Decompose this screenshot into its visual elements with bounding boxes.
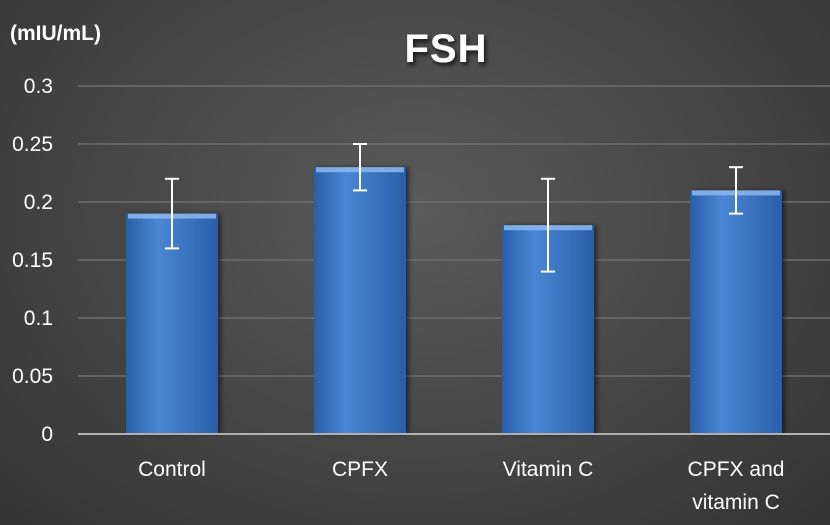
y-axis-ticks: 0 0.05 0.1 0.15 0.2 0.25 0.3 bbox=[12, 75, 53, 446]
chart-title: FSH bbox=[405, 27, 488, 71]
y-tick-label: 0.1 bbox=[24, 307, 53, 330]
x-category-label: Vitamin C bbox=[503, 458, 594, 481]
error-bars bbox=[165, 143, 743, 273]
y-tick-label: 0.3 bbox=[24, 75, 53, 98]
y-tick-label: 0.2 bbox=[24, 191, 53, 214]
bar bbox=[314, 167, 406, 434]
y-unit-label: (mIU/mL) bbox=[10, 22, 101, 45]
y-tick-label: 0 bbox=[41, 423, 53, 446]
x-category-label: CPFX bbox=[332, 458, 388, 481]
bar bbox=[690, 190, 782, 434]
y-tick-label: 0.05 bbox=[12, 365, 53, 388]
x-category-label: CPFX and bbox=[688, 458, 785, 481]
y-tick-label: 0.25 bbox=[12, 133, 53, 156]
bar bbox=[126, 213, 218, 434]
x-category-label: Control bbox=[138, 458, 206, 481]
x-category-label: vitamin C bbox=[692, 491, 780, 514]
y-tick-label: 0.15 bbox=[12, 249, 53, 272]
bars bbox=[126, 167, 782, 434]
x-axis-categories: Control CPFX Vitamin C CPFX and vitamin C bbox=[138, 458, 784, 514]
